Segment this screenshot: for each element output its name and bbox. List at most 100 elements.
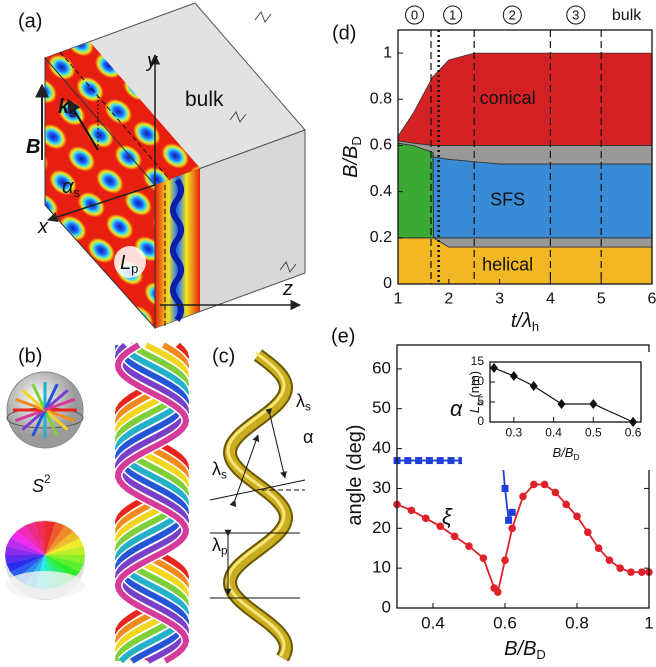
annotation: S2 — [32, 473, 51, 496]
marker — [494, 588, 502, 596]
x-tick-label: 6 — [648, 290, 656, 307]
label-part: λ — [212, 535, 221, 555]
shade — [5, 571, 85, 599]
marker — [502, 485, 509, 492]
label-part: (nm) — [467, 371, 482, 401]
y-tick-label: 60 — [372, 358, 391, 377]
annotation: λs — [212, 459, 227, 482]
dimension-lines — [210, 415, 305, 598]
label-part: h — [532, 319, 539, 334]
marker — [616, 564, 624, 572]
panel-label: (b) — [18, 345, 42, 367]
label-part: S — [32, 476, 44, 496]
label-part: D — [573, 452, 579, 462]
panel-label: (c) — [212, 345, 235, 367]
y-tick-label: 1 — [383, 44, 392, 61]
x-tick-label: 2 — [444, 290, 453, 307]
x-tick-label: 0.3 — [505, 426, 522, 440]
annotation: bulk — [185, 88, 224, 111]
marker — [541, 481, 549, 489]
x-tick-label: 1 — [644, 614, 653, 633]
label-part: α — [62, 176, 74, 198]
page: (a)(b)(c)yksBαsxLpbulkzS2λsλsαλp (d)heli… — [0, 0, 656, 667]
label-part: angle (deg) — [344, 424, 366, 525]
marker — [451, 532, 459, 540]
band-label: SFS — [490, 190, 525, 210]
x-tick-label: 0.6 — [493, 614, 517, 633]
label-part: λ — [212, 459, 221, 479]
annotation: x — [37, 216, 49, 238]
region-label: 2 — [509, 7, 516, 22]
x-axis-title: B/BD — [504, 638, 546, 662]
label-part: t/λ — [511, 310, 532, 332]
y-tick-label: 15 — [471, 354, 485, 368]
marker — [404, 457, 411, 464]
x-tick-label: 0.4 — [421, 614, 445, 633]
label-part: s — [69, 105, 76, 120]
x-tick-label: 3 — [495, 290, 504, 307]
y-axis-title: Lp (nm) — [467, 371, 484, 413]
x-tick-label: 4 — [546, 290, 555, 307]
figure: (a)(b)(c)yksBαsxLpbulkzS2λsλsαλp (d)heli… — [0, 0, 656, 667]
panel-label: (e) — [331, 325, 355, 347]
gold-helix — [228, 353, 286, 658]
marker — [508, 525, 516, 533]
y-tick-label: 20 — [372, 518, 391, 537]
label-part: B — [26, 136, 40, 158]
label-part: x — [37, 216, 49, 238]
label-part: B/B — [504, 638, 536, 660]
y-tick-label: 30 — [372, 478, 391, 497]
helix-bundle — [118, 345, 186, 661]
marker — [408, 507, 416, 515]
marker — [552, 489, 560, 497]
y-axis-title: angle (deg) — [344, 424, 366, 525]
annotation: z — [282, 278, 293, 300]
annotation: B — [26, 136, 40, 158]
x-tick-label: 5 — [597, 290, 606, 307]
marker — [606, 556, 614, 564]
marker — [627, 568, 635, 576]
marker — [573, 513, 581, 521]
y-tick-label: 10 — [372, 558, 391, 577]
region-label: bulk — [612, 7, 642, 24]
x-tick-label: 1 — [394, 290, 403, 307]
band-label: helical — [482, 254, 533, 274]
marker — [519, 493, 527, 501]
y-tick-label: 0 — [382, 597, 391, 616]
annotation: λs — [296, 391, 311, 414]
annotation: α — [303, 427, 313, 447]
marker — [465, 542, 473, 550]
region-label: 3 — [572, 7, 579, 22]
marker — [595, 544, 603, 552]
label-part: y — [145, 50, 158, 72]
y-tick-label: 0.6 — [370, 137, 392, 154]
panel-label: (d) — [332, 22, 356, 44]
marker — [505, 517, 512, 524]
label-part: z — [282, 278, 293, 300]
label-part: B/B — [552, 445, 573, 460]
label-part: s — [221, 468, 227, 481]
marker — [437, 457, 444, 464]
marker — [530, 481, 538, 489]
annotation: λp — [212, 535, 228, 558]
y-tick-label: 0.2 — [370, 229, 392, 246]
label-part: s — [305, 400, 311, 413]
illustrations: (a)(b)(c)yksBαsxLpbulkzS2λsλsαλp — [5, 3, 313, 661]
y-tick-label: 50 — [372, 398, 391, 417]
marker — [448, 457, 455, 464]
y-tick-label: 0 — [477, 414, 484, 428]
region-label: 0 — [411, 7, 418, 22]
label-part: λ — [296, 391, 305, 411]
marker — [509, 509, 516, 516]
label-part: p — [131, 261, 138, 276]
x-tick-label: 0.8 — [565, 614, 589, 633]
label-part: p — [221, 544, 228, 557]
y-tick-label: 40 — [372, 438, 391, 457]
y-tick-label: 0.4 — [370, 183, 392, 200]
band-label: conical — [480, 88, 536, 108]
marker — [501, 556, 509, 564]
label-part: D — [536, 647, 545, 662]
series-line — [397, 484, 649, 592]
y-tick-label: 0 — [383, 275, 392, 292]
